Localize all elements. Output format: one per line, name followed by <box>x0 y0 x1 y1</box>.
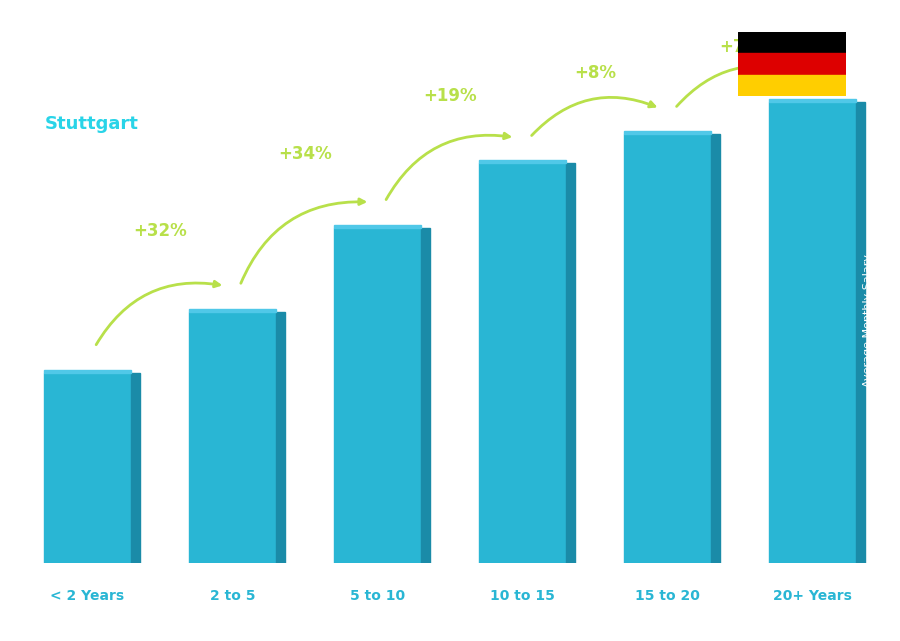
Bar <box>624 135 711 563</box>
Text: Salary Comparison By Experience: Salary Comparison By Experience <box>45 32 571 60</box>
Text: Luggage Porter: Luggage Porter <box>45 83 183 101</box>
Text: 2 to 5: 2 to 5 <box>210 589 256 603</box>
Bar <box>479 163 566 563</box>
Text: 15 to 20: 15 to 20 <box>635 589 700 603</box>
Bar <box>856 102 865 563</box>
Text: +7%: +7% <box>719 38 761 56</box>
Bar <box>711 135 720 563</box>
Text: Stuttgart: Stuttgart <box>45 115 139 133</box>
Text: Average Monthly Salary: Average Monthly Salary <box>863 254 873 387</box>
Text: salaryexplorer.com: salaryexplorer.com <box>377 613 523 628</box>
Bar <box>276 312 284 563</box>
Bar <box>334 225 421 228</box>
Bar <box>421 228 429 563</box>
Bar <box>44 373 131 563</box>
Text: +8%: +8% <box>574 64 616 82</box>
Bar <box>131 373 140 563</box>
Text: 1,330 EUR: 1,330 EUR <box>632 104 704 117</box>
Bar <box>738 75 846 96</box>
Text: +19%: +19% <box>423 87 477 104</box>
Bar <box>189 312 276 563</box>
Bar <box>624 131 711 135</box>
Text: 10 to 15: 10 to 15 <box>491 589 555 603</box>
Bar <box>769 99 856 102</box>
Text: 5 to 10: 5 to 10 <box>350 589 405 603</box>
Text: 1,040 EUR: 1,040 EUR <box>341 197 414 210</box>
Text: +32%: +32% <box>133 222 187 240</box>
Bar <box>479 160 566 163</box>
Bar <box>738 32 846 53</box>
Text: 590 EUR: 590 EUR <box>58 342 117 355</box>
Bar <box>334 228 421 563</box>
Bar <box>189 309 276 312</box>
Bar <box>44 370 131 373</box>
Text: < 2 Years: < 2 Years <box>50 589 124 603</box>
Text: 1,430 EUR: 1,430 EUR <box>777 71 849 85</box>
Bar <box>566 163 575 563</box>
Bar <box>769 102 856 563</box>
Bar <box>738 53 846 75</box>
Text: 780 EUR: 780 EUR <box>203 281 262 294</box>
Text: +34%: +34% <box>278 145 332 163</box>
Text: 20+ Years: 20+ Years <box>773 589 852 603</box>
Text: 1,240 EUR: 1,240 EUR <box>486 133 559 146</box>
